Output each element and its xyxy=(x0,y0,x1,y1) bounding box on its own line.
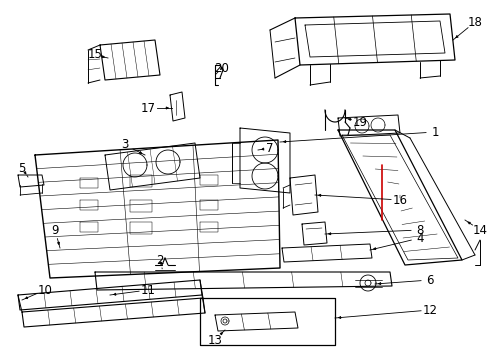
Text: 7: 7 xyxy=(265,141,273,154)
Text: 15: 15 xyxy=(87,49,102,62)
Text: 19: 19 xyxy=(352,116,367,129)
Text: 20: 20 xyxy=(214,62,229,75)
Text: 12: 12 xyxy=(422,303,437,316)
Text: 6: 6 xyxy=(426,274,433,287)
Text: 13: 13 xyxy=(207,333,222,346)
Text: 5: 5 xyxy=(18,162,26,175)
Text: 8: 8 xyxy=(415,224,423,237)
Text: 10: 10 xyxy=(38,284,52,297)
Text: 2: 2 xyxy=(156,253,163,266)
Text: 9: 9 xyxy=(51,224,59,237)
Text: 18: 18 xyxy=(467,15,482,28)
Text: 1: 1 xyxy=(430,126,438,139)
Text: 11: 11 xyxy=(140,284,155,297)
Text: 3: 3 xyxy=(121,139,128,152)
Text: 16: 16 xyxy=(392,194,407,207)
Text: 4: 4 xyxy=(415,231,423,244)
Text: 14: 14 xyxy=(471,224,487,237)
Text: 17: 17 xyxy=(140,102,155,114)
